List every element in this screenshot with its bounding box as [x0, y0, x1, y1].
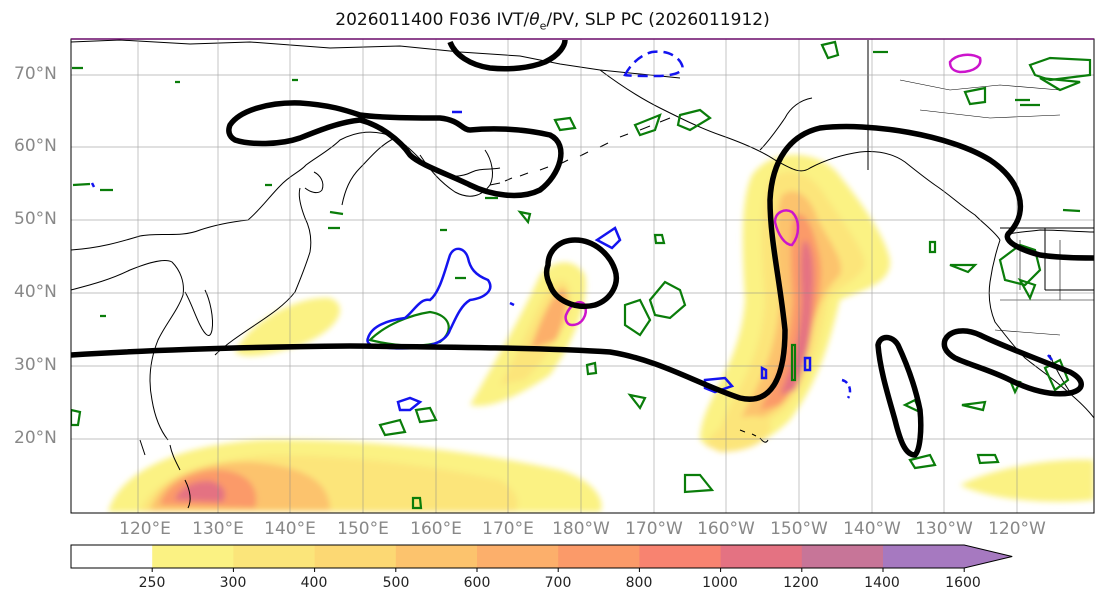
lat-label-70n: 70°N	[14, 64, 57, 84]
lon-label-150w: 150°W	[770, 519, 828, 539]
colorbar-segment	[477, 545, 559, 568]
slp-contours	[71, 39, 1094, 458]
coastlines	[71, 39, 1094, 509]
colorbar-tick-1600: 1600	[945, 575, 981, 591]
colorbar-segment	[152, 545, 234, 568]
pv-green-contours	[71, 40, 1092, 510]
colorbar-tick-1200: 1200	[783, 575, 819, 591]
colorbar-tick-1000: 1000	[702, 575, 738, 591]
lon-label-140e: 140°E	[264, 519, 316, 539]
colorbar-tick-1400: 1400	[864, 575, 900, 591]
colorbar-segment	[71, 545, 153, 568]
gridlines	[71, 39, 1094, 513]
ivt-shading	[108, 154, 1094, 512]
colorbar-segment	[233, 545, 316, 568]
lon-label-170e: 170°E	[482, 519, 534, 539]
lat-label-50n: 50°N	[14, 209, 57, 229]
colorbar-extend-arrow	[964, 545, 1013, 568]
colorbar-tick-400: 400	[300, 575, 328, 591]
lat-label-60n: 60°N	[14, 136, 57, 156]
lon-label-120e: 120°E	[119, 519, 171, 539]
colorbar-outline	[70, 544, 1013, 569]
lon-label-130e: 130°E	[192, 519, 244, 539]
colorbar-tick-700: 700	[544, 575, 572, 591]
colorbar-segment	[639, 545, 722, 568]
lat-label-20n: 20°N	[14, 428, 57, 448]
lon-label-120w: 120°W	[988, 519, 1046, 539]
colorbar-segment	[720, 545, 803, 568]
lon-label-150e: 150°E	[337, 519, 389, 539]
colorbar-tick-250: 250	[138, 575, 166, 591]
colorbar-tick-500: 500	[382, 575, 410, 591]
map-title: 2026011400 F036 IVT/θe/PV, SLP PC (20260…	[335, 10, 770, 33]
lon-label-130w: 130°W	[915, 519, 973, 539]
lon-label-140w: 140°W	[843, 519, 901, 539]
colorbar	[70, 544, 1013, 572]
lon-label-160e: 160°E	[410, 519, 462, 539]
colorbar-segment	[558, 545, 640, 568]
colorbar-segment	[883, 545, 965, 568]
colorbar-tick-800: 800	[625, 575, 653, 591]
lat-label-40n: 40°N	[14, 282, 57, 302]
lon-label-170w: 170°W	[625, 519, 683, 539]
colorbar-segment	[395, 545, 478, 568]
colorbar-segment	[314, 545, 397, 568]
colorbar-tick-600: 600	[463, 575, 491, 591]
lon-label-160w: 160°W	[697, 519, 755, 539]
colorbar-segment	[801, 545, 884, 568]
pv-blue-contours	[90, 50, 1053, 412]
lat-label-30n: 30°N	[14, 355, 57, 375]
lon-label-180w: 180°W	[552, 519, 610, 539]
colorbar-tick-300: 300	[219, 575, 247, 591]
political-borders	[899, 79, 1094, 336]
